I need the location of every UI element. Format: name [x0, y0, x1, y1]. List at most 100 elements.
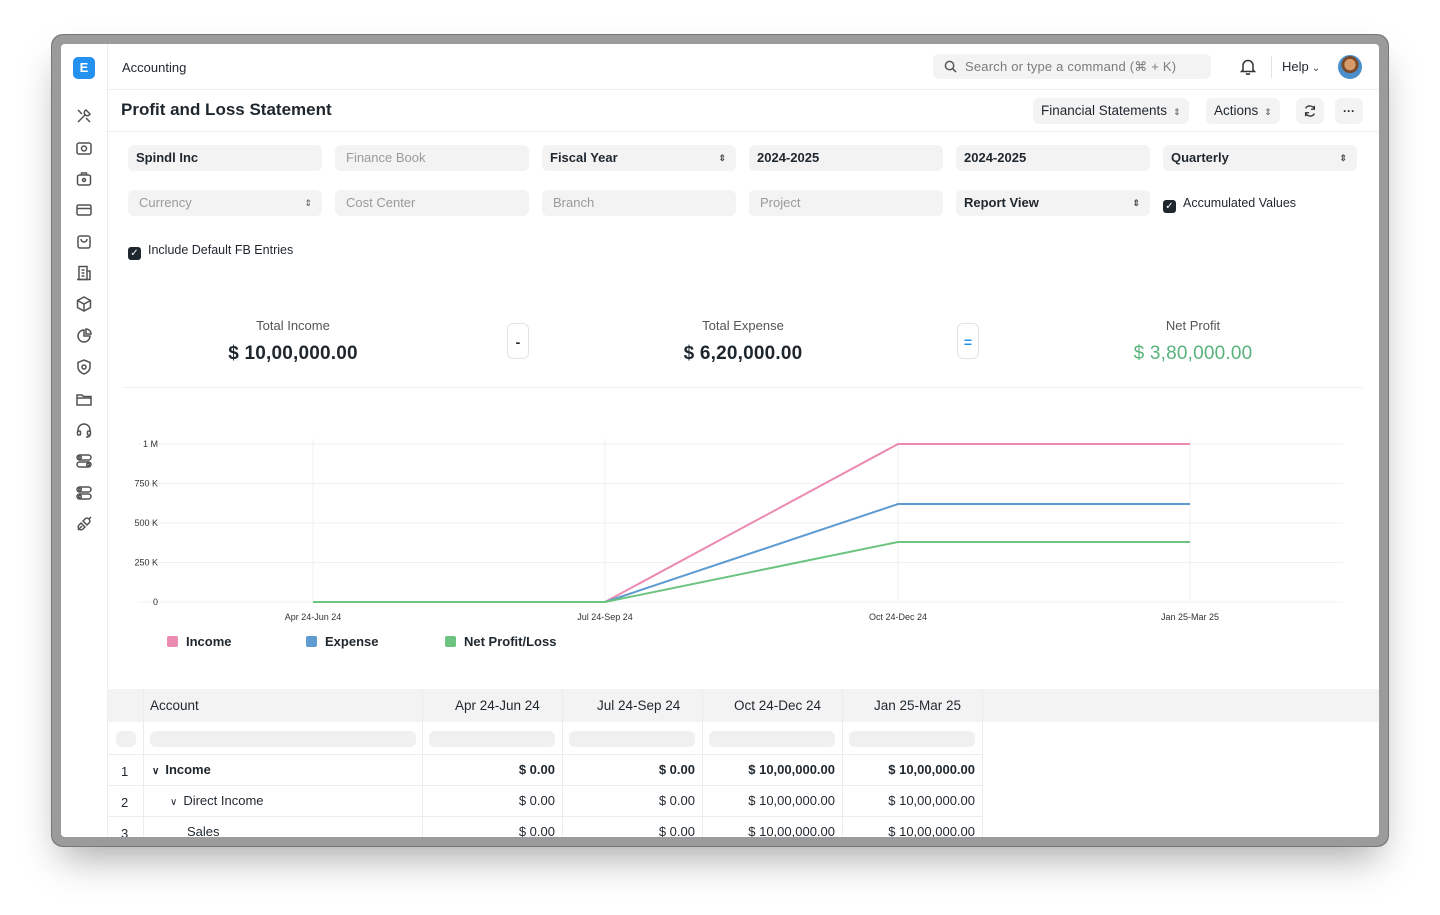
shopping-bag-icon[interactable] [75, 233, 93, 251]
based-on-value: Fiscal Year [550, 150, 618, 165]
chevron-down-icon[interactable]: ∨ [170, 797, 178, 808]
net-profit-value: $ 3,80,000.00 [1133, 343, 1253, 364]
select-arrows-icon: ⇕ [1173, 107, 1181, 117]
include-default-fb-checkbox[interactable]: ✓ Include Default FB Entries [128, 243, 293, 260]
avatar[interactable] [1338, 55, 1362, 79]
table-header [108, 689, 1379, 722]
total-income-value: $ 10,00,000.00 [228, 343, 358, 364]
q3-filter-input[interactable] [709, 731, 835, 747]
actions-label: Actions [1214, 103, 1259, 118]
column-header-q2[interactable]: Jul 24-Sep 24 [597, 698, 681, 713]
search-icon [944, 60, 957, 73]
toggle-icon[interactable] [75, 452, 93, 470]
help-label: Help [1282, 59, 1309, 74]
column-header-q3[interactable]: Oct 24-Dec 24 [734, 698, 822, 713]
table-cell: $ 0.00 [518, 762, 555, 777]
q2-filter-input[interactable] [569, 731, 695, 747]
legend-income[interactable]: Income [167, 634, 232, 649]
divider [1271, 56, 1272, 78]
shield-icon[interactable] [75, 358, 93, 376]
total-expense-label: Total Expense [702, 318, 784, 333]
help-dropdown[interactable]: Help ⌄ [1282, 59, 1320, 74]
chevron-down-icon[interactable]: ∨ [152, 766, 160, 777]
legend-net[interactable]: Net Profit/Loss [445, 634, 556, 649]
currency-placeholder: Currency [139, 195, 192, 210]
row-divider [108, 816, 982, 817]
account-name: Direct Income [183, 793, 264, 808]
toggle-icon[interactable] [75, 484, 93, 502]
to-fiscal-year-filter[interactable]: 2024-2025 [956, 145, 1150, 171]
cost-center-filter[interactable]: Cost Center [335, 190, 529, 216]
search-placeholder: Search or type a command (⌘ + K) [965, 59, 1177, 74]
breadcrumb[interactable]: Accounting [122, 60, 187, 75]
actions-button[interactable]: Actions ⇕ [1206, 98, 1280, 124]
equals-operator: = [957, 323, 979, 359]
legend-expense[interactable]: Expense [306, 634, 378, 649]
y-tick-label: 1 M [143, 439, 158, 449]
cash-register-icon[interactable] [75, 139, 93, 157]
briefcase-icon[interactable] [75, 170, 93, 188]
table-cell: $ 0.00 [658, 824, 695, 837]
minus-operator: - [507, 323, 529, 359]
building-icon[interactable] [75, 264, 93, 282]
more-options-button[interactable]: ··· [1335, 98, 1363, 124]
based-on-filter[interactable]: Fiscal Year ⇕ [542, 145, 736, 171]
table-cell: $ 10,00,000.00 [748, 824, 835, 837]
chevron-down-icon: ⌄ [1311, 63, 1321, 74]
include-default-fb-label: Include Default FB Entries [148, 243, 294, 257]
project-filter[interactable]: Project [749, 190, 943, 216]
row-filter-input[interactable] [116, 731, 136, 747]
y-tick-label: 750 K [134, 479, 158, 489]
column-header-q4[interactable]: Jan 25-Mar 25 [874, 698, 962, 713]
pie-chart-icon[interactable] [75, 327, 93, 345]
headset-icon[interactable] [75, 421, 93, 439]
package-icon[interactable] [75, 295, 93, 313]
column-header-q1[interactable]: Apr 24-Jun 24 [455, 698, 540, 713]
table-row-account[interactable]: ∨ Income [152, 755, 211, 785]
column-divider [982, 689, 983, 837]
q4-filter-input[interactable] [849, 731, 975, 747]
finance-book-filter[interactable]: Finance Book [335, 145, 529, 171]
branch-filter[interactable]: Branch [542, 190, 736, 216]
notification-bell-icon[interactable] [1239, 58, 1257, 76]
folder-icon[interactable] [75, 390, 93, 408]
q1-filter-input[interactable] [429, 731, 555, 747]
financial-statements-button[interactable]: Financial Statements ⇕ [1033, 98, 1189, 124]
currency-filter[interactable]: Currency ⇕ [128, 190, 322, 216]
column-divider [143, 689, 144, 837]
credit-card-icon[interactable] [75, 201, 93, 219]
column-divider [422, 689, 423, 837]
x-tick-label: Jan 25-Mar 25 [1161, 612, 1219, 622]
search-input[interactable]: Search or type a command (⌘ + K) [933, 54, 1211, 79]
table-row-account[interactable]: Sales [187, 824, 220, 837]
y-tick-label: 250 K [134, 558, 158, 568]
accumulated-values-label: Accumulated Values [1183, 196, 1297, 210]
select-arrows-icon: ⇕ [718, 153, 726, 163]
table-cell: $ 10,00,000.00 [888, 793, 975, 808]
from-fiscal-year-filter[interactable]: 2024-2025 [749, 145, 943, 171]
row-index: 2 [121, 795, 129, 810]
column-header-account[interactable]: Account [150, 698, 199, 713]
table-cell: $ 0.00 [658, 762, 695, 777]
periodicity-filter[interactable]: Quarterly ⇕ [1163, 145, 1357, 171]
tools-icon[interactable] [75, 107, 93, 125]
report-view-filter[interactable]: Report View ⇕ [956, 190, 1150, 216]
legend-swatch [306, 636, 317, 647]
select-arrows-icon: ⇕ [1339, 153, 1347, 163]
app-logo[interactable]: E [73, 57, 95, 79]
row-divider [108, 785, 982, 786]
accumulated-values-checkbox[interactable]: ✓ Accumulated Values [1163, 196, 1296, 213]
series-line-net-profit-loss [313, 540, 1190, 603]
integration-icon[interactable] [75, 515, 93, 533]
refresh-icon [1304, 105, 1316, 117]
legend-expense-label: Expense [325, 634, 379, 649]
legend-swatch [445, 636, 456, 647]
total-income-label: Total Income [256, 318, 330, 333]
company-filter[interactable]: Spindl Inc [128, 145, 322, 171]
refresh-button[interactable] [1296, 98, 1324, 124]
table-row-account[interactable]: ∨ Direct Income [170, 786, 264, 816]
page-title: Profit and Loss Statement [121, 100, 332, 119]
legend-swatch [167, 636, 178, 647]
account-filter-input[interactable] [150, 731, 416, 747]
x-tick-label: Jul 24-Sep 24 [577, 612, 633, 622]
